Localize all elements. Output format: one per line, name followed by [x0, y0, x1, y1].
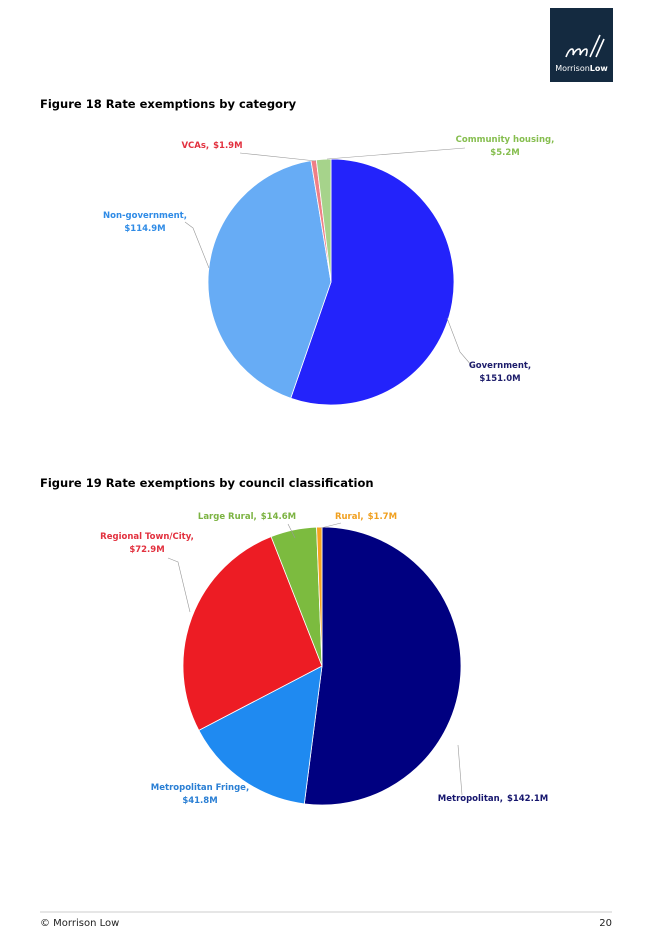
pie-chart: Metropolitan, $142.1M Metropolitan Fringe,…	[100, 512, 548, 806]
pie-chart: Government, $151.0M Non-government, $114.9M…	[103, 135, 555, 406]
pie-slice	[207, 160, 332, 399]
logo-text-1: Morrison	[555, 64, 590, 73]
figure-title: Figure 18 Rate exemptions by category	[40, 97, 297, 111]
leader-line	[446, 317, 473, 367]
label-category: Regional Town/City,	[100, 532, 194, 542]
data-label: VCAs, $1.9M	[181, 141, 242, 151]
pie-slice	[316, 526, 323, 667]
label-category: Metropolitan,	[438, 794, 503, 804]
leader-line	[287, 523, 296, 539]
label-value: $1.9M	[213, 141, 242, 151]
pie-slice	[315, 158, 332, 283]
label-value: $142.1M	[507, 794, 548, 804]
label-value: $151.0M	[479, 374, 520, 384]
data-label: Metropolitan Fringe, $41.8M	[151, 783, 249, 806]
data-label: Large Rural, $14.6M	[198, 512, 296, 522]
pie-slice	[303, 526, 462, 806]
data-label: Government, $151.0M	[469, 361, 531, 384]
data-label: Community housing, $5.2M	[456, 135, 555, 158]
data-label: Metropolitan, $142.1M	[438, 794, 548, 804]
figure-title: Figure 19 Rate exemptions by council cla…	[40, 476, 374, 490]
page-number: 20	[599, 918, 612, 929]
label-category: Community housing,	[456, 135, 555, 145]
footer-left: © Morrison Low	[40, 918, 119, 929]
label-value: $72.9M	[129, 545, 164, 555]
pie-slice	[198, 665, 323, 805]
label-category: VCAs,	[181, 141, 209, 151]
label-category: Rural,	[335, 512, 364, 522]
label-value: $14.6M	[261, 512, 296, 522]
label-category: Non-government,	[103, 211, 187, 221]
logo-mark	[565, 34, 605, 58]
logo: MorrisonLow	[550, 8, 613, 82]
label-category: Large Rural,	[198, 512, 257, 522]
data-label: Non-government, $114.9M	[103, 211, 187, 234]
label-category: Metropolitan Fringe,	[151, 783, 249, 793]
leader-line	[320, 522, 342, 529]
pie-slice	[182, 536, 323, 731]
logo-text-2: Low	[590, 64, 609, 73]
leader-line	[167, 557, 191, 613]
leader-line	[184, 221, 210, 269]
data-label: Rural, $1.7M	[335, 512, 397, 522]
label-value: $1.7M	[368, 512, 397, 522]
leader-line	[457, 744, 463, 796]
leader-line	[239, 152, 317, 162]
label-value: $5.2M	[490, 148, 519, 158]
label-value: $114.9M	[124, 224, 165, 234]
label-category: Government,	[469, 361, 531, 371]
data-label: Regional Town/City, $72.9M	[100, 532, 194, 555]
logo-box	[550, 8, 613, 82]
pie-slice	[290, 158, 455, 406]
leader-line	[326, 147, 466, 160]
label-value: $41.8M	[182, 796, 217, 806]
logo-text: MorrisonLow	[555, 64, 608, 73]
